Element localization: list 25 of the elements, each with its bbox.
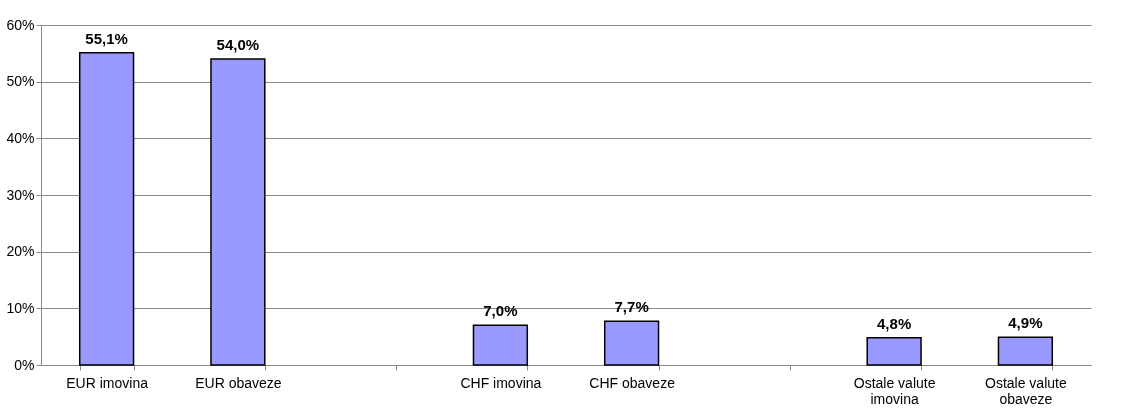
bar — [866, 337, 922, 366]
data-label: 55,1% — [85, 29, 128, 47]
x-tick-label: CHF imovina — [460, 374, 542, 391]
bar — [78, 52, 135, 366]
y-tick-label: 0% — [14, 356, 35, 373]
y-tick-label: 40% — [6, 129, 35, 146]
data-label: 54,0% — [216, 36, 260, 53]
x-tick-label: CHF obaveze — [589, 374, 676, 391]
y-tick-label: 20% — [6, 243, 35, 260]
x-tick-label: EUR imovina — [66, 374, 149, 391]
data-label: 4,9% — [1008, 314, 1043, 332]
data-label: 7,0% — [483, 302, 518, 320]
bar — [472, 324, 529, 366]
y-tick-label: 60% — [6, 16, 35, 33]
data-label: 4,8% — [877, 314, 912, 332]
x-tick-label: Ostale valute obaveze — [985, 374, 1067, 407]
bar — [210, 58, 266, 366]
y-tick-label: 10% — [6, 299, 35, 316]
bar — [997, 336, 1054, 366]
y-tick-label: 50% — [6, 73, 35, 90]
x-tick-label: EUR obaveze — [195, 374, 282, 391]
bar — [603, 320, 660, 366]
x-tick-label: Ostale valute imovina — [853, 374, 936, 407]
y-tick-label: 30% — [6, 186, 35, 203]
data-label: 7,7% — [614, 298, 649, 316]
